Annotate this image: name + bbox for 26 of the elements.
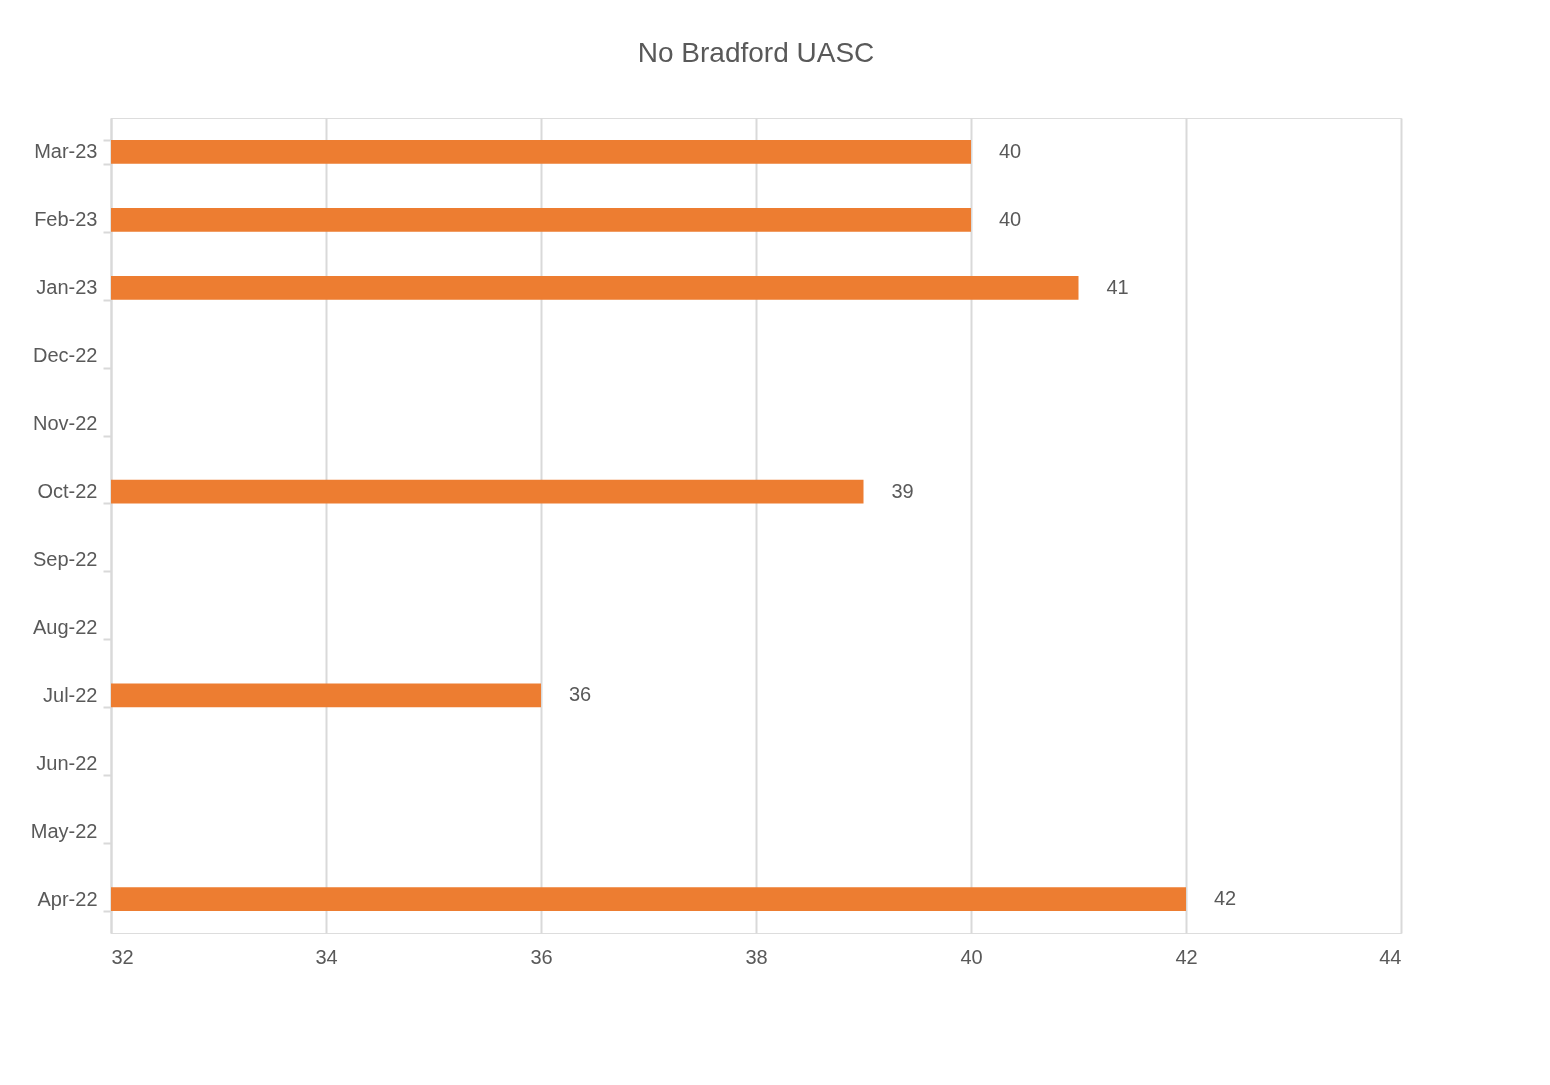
- y-tick-label: Jul-22: [43, 683, 98, 706]
- y-tick-label: Nov-22: [33, 412, 98, 435]
- y-tick-label: Jun-22: [36, 751, 98, 774]
- x-tick-label: 38: [745, 945, 768, 968]
- chart-title: No Bradford UASC: [637, 37, 875, 68]
- y-tick-label: Mar-23: [34, 140, 98, 163]
- x-tick-label: 36: [530, 945, 553, 968]
- data-label: 41: [1106, 275, 1129, 298]
- y-tick-label: Dec-22: [33, 344, 98, 367]
- data-label: 36: [569, 683, 592, 706]
- data-label: 40: [999, 207, 1022, 230]
- y-tick-label: Feb-23: [34, 208, 98, 231]
- y-tick-label: May-22: [30, 819, 98, 842]
- y-tick-label: Oct-22: [37, 480, 98, 503]
- y-tick-label: Aug-22: [33, 615, 98, 638]
- data-label: 40: [999, 139, 1022, 162]
- y-tick-label: Apr-22: [37, 887, 98, 910]
- x-tick-label: 44: [1379, 945, 1402, 968]
- x-tick-label: 40: [960, 945, 983, 968]
- x-tick-label: 34: [315, 945, 338, 968]
- x-tick-label: 32: [111, 945, 134, 968]
- data-label: 39: [891, 479, 914, 502]
- x-tick-label: 42: [1175, 945, 1198, 968]
- y-tick-label: Sep-22: [33, 547, 98, 570]
- data-label: 42: [1214, 887, 1237, 910]
- y-tick-label: Jan-23: [36, 276, 98, 299]
